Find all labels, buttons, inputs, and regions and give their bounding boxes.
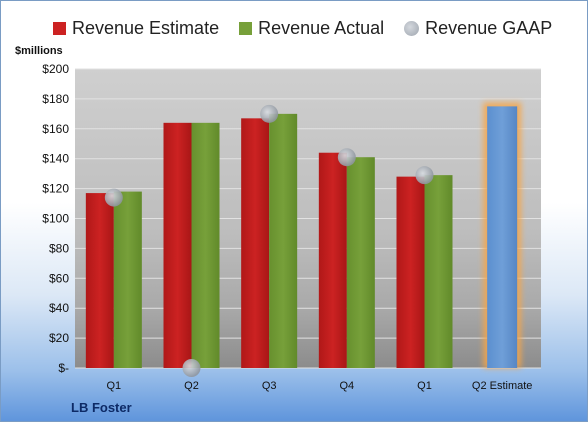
bar-revenue-estimate xyxy=(318,152,347,368)
bar-revenue-actual xyxy=(191,122,220,368)
legend-label-estimate: Revenue Estimate xyxy=(72,18,220,38)
legend: Revenue Estimate Revenue Actual Revenue … xyxy=(53,18,572,39)
y-tick-label: $100 xyxy=(42,212,69,226)
y-tick-label: $120 xyxy=(42,182,69,196)
y-tick-label: $20 xyxy=(49,331,69,345)
x-tick-label: Q4 xyxy=(339,380,354,392)
point-revenue-gaap xyxy=(104,188,123,207)
point-revenue-gaap xyxy=(337,148,356,167)
x-tick-label: Q2 Estimate xyxy=(472,380,533,392)
x-tick-label: Q1 xyxy=(106,380,121,392)
bar-revenue-actual xyxy=(424,175,453,368)
x-tick-label: Q2 xyxy=(184,380,199,392)
legend-item-gaap: Revenue GAAP xyxy=(404,18,552,39)
y-axis-unit-label: $millions xyxy=(15,45,63,57)
legend-swatch-gaap xyxy=(404,21,420,36)
bar-revenue-estimate xyxy=(241,118,270,369)
bar-revenue-actual xyxy=(269,113,298,368)
bar-revenue-estimate xyxy=(163,122,192,368)
y-tick-label: $60 xyxy=(49,271,69,285)
y-tick-label: $- xyxy=(58,361,69,375)
bar-revenue-estimate xyxy=(85,193,114,368)
point-revenue-gaap xyxy=(260,104,279,123)
legend-swatch-estimate xyxy=(53,22,66,35)
bar-revenue-actual xyxy=(113,191,142,368)
y-tick-label: $200 xyxy=(42,62,69,76)
legend-item-actual: Revenue Actual xyxy=(239,18,384,39)
point-revenue-gaap xyxy=(182,359,201,377)
x-tick-label: Q3 xyxy=(262,380,277,392)
legend-label-actual: Revenue Actual xyxy=(258,18,385,38)
bar-revenue-projected xyxy=(487,106,518,368)
legend-label-gaap: Revenue GAAP xyxy=(425,18,553,38)
point-revenue-gaap xyxy=(415,166,434,185)
bar-revenue-estimate xyxy=(396,176,425,368)
y-tick-label: $80 xyxy=(49,241,69,255)
legend-item-estimate: Revenue Estimate xyxy=(53,18,219,39)
company-name: LB Foster xyxy=(71,400,132,415)
y-tick-label: $140 xyxy=(42,152,69,166)
y-tick-label: $40 xyxy=(49,301,69,315)
bar-revenue-actual xyxy=(346,157,375,368)
y-tick-label: $160 xyxy=(42,122,69,136)
y-tick-label: $180 xyxy=(42,92,69,106)
legend-swatch-actual xyxy=(239,22,253,35)
x-tick-label: Q1 xyxy=(417,380,432,392)
